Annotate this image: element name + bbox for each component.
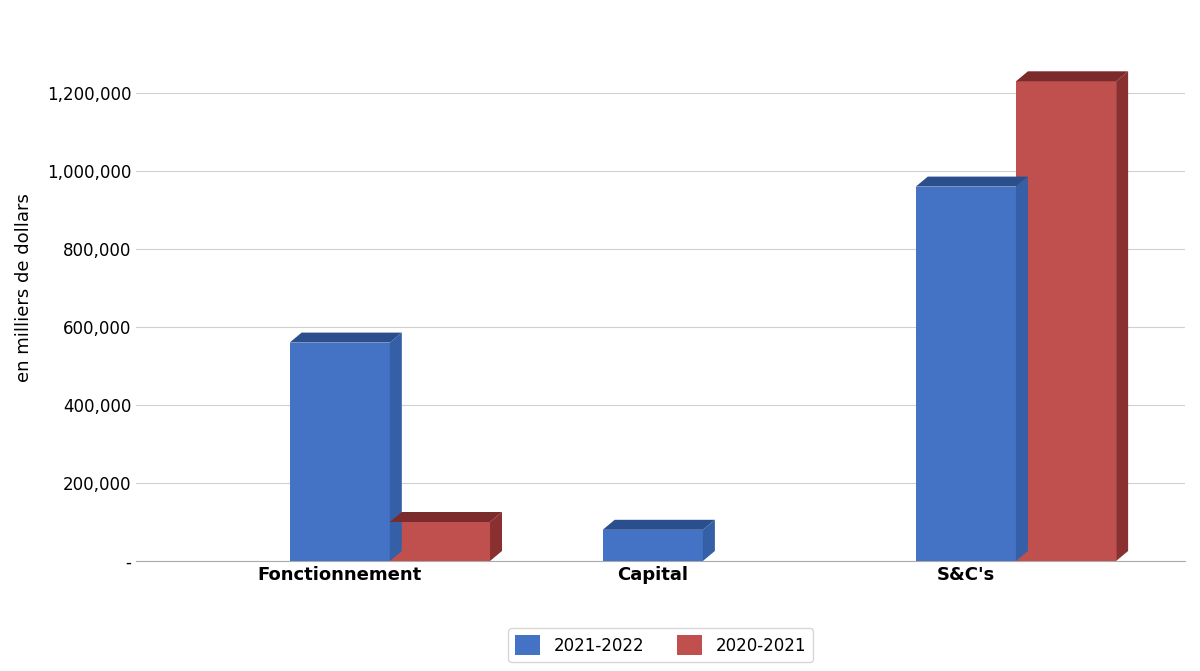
Bar <box>390 522 490 561</box>
Polygon shape <box>1016 71 1128 81</box>
Polygon shape <box>289 333 402 343</box>
Polygon shape <box>703 520 715 561</box>
Polygon shape <box>390 512 502 522</box>
Bar <box>289 343 390 561</box>
Y-axis label: en milliers de dollars: en milliers de dollars <box>14 193 34 382</box>
Polygon shape <box>1016 176 1028 561</box>
Legend: 2021-2022, 2020-2021: 2021-2022, 2020-2021 <box>509 628 812 662</box>
Bar <box>1016 81 1116 561</box>
Polygon shape <box>916 176 1028 187</box>
Polygon shape <box>1116 71 1128 561</box>
Polygon shape <box>602 520 715 530</box>
Polygon shape <box>490 512 502 561</box>
Bar <box>916 187 1016 561</box>
Bar <box>602 530 703 561</box>
Polygon shape <box>390 333 402 561</box>
